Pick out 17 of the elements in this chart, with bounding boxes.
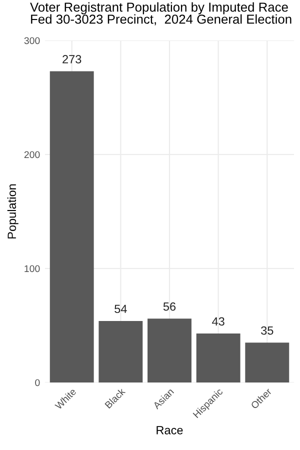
chart-title: Voter Registrant Population by Imputed Race Fed 30-3023 Precinct, 2024 General Election: [30, 2, 292, 26]
bar: [196, 333, 240, 382]
data-label: 273: [62, 55, 82, 64]
x-axis-title: Race: [156, 426, 183, 434]
y-tick-label: 0: [35, 379, 40, 386]
y-tick-label: 200: [24, 151, 40, 158]
y-tick-label: 300: [24, 37, 40, 44]
data-label: 43: [212, 317, 224, 326]
bar: [98, 320, 143, 382]
y-tick-label: 100: [24, 265, 40, 272]
data-label: 56: [163, 302, 176, 311]
bar: [148, 318, 192, 382]
bar: [245, 342, 290, 382]
bar: [50, 71, 94, 382]
data-label: 54: [114, 304, 127, 314]
y-axis-title: Population: [7, 184, 18, 238]
data-label: 35: [261, 326, 274, 335]
